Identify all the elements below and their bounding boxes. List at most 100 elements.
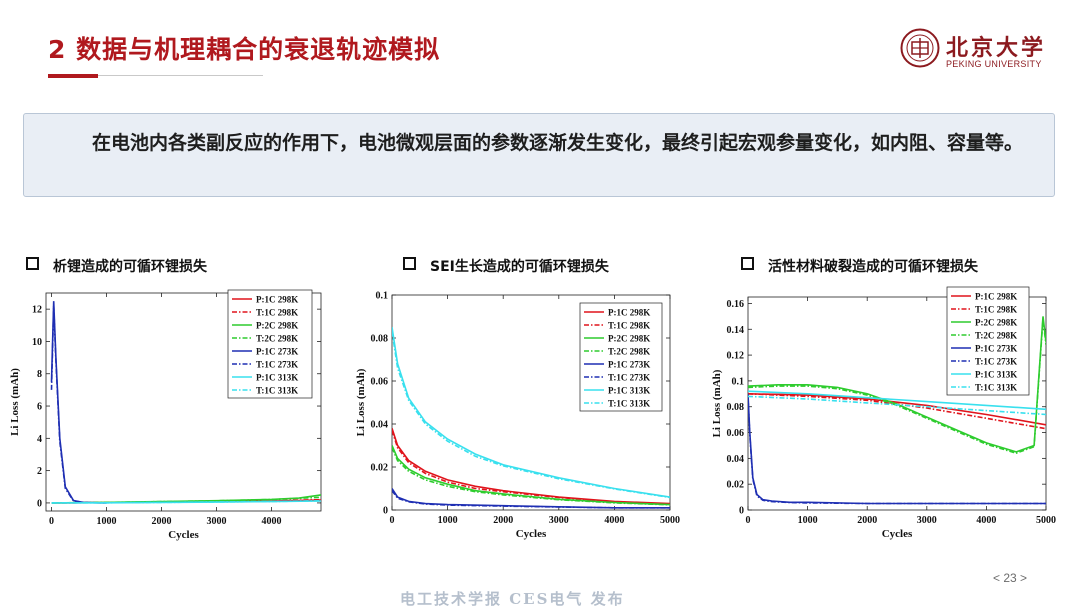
x-tick-label: 1000 [798,515,818,526]
legend-label: T:2C 298K [975,331,1017,341]
legend-label: T:1C 273K [256,360,298,370]
y-tick-label: 12 [32,305,42,316]
legend-box [579,302,663,412]
legend-label: P:1C 313K [256,373,298,383]
series-line-t-1c-313k [51,500,321,504]
series-line-t-1c-313k [392,331,670,499]
subheading-3-text: 活性材料破裂造成的可循环锂损失 [768,259,978,275]
y-tick-label: 0.06 [727,428,745,439]
subheading-2-text: SEI生长造成的可循环锂损失 [430,259,609,275]
chart-sei-growth: 0 0.02 0.04 0.06 0.08 0.1 0 1000 2000 3000 4000 500… [355,291,680,541]
legend-label: P:1C 273K [608,360,650,370]
x-tick-label: 3000 [917,515,937,526]
legend-label: P:1C 313K [608,386,650,396]
y-tick-label: 0 [739,506,744,517]
subheading-1-text: 析锂造成的可循环锂损失 [53,259,207,275]
x-axis-label: Cycles [168,529,199,541]
watermark: 电工技术学报 CES电气 发布 [400,590,625,608]
legend-label: T:1C 273K [975,357,1017,367]
y-tick-label: 0.02 [727,480,745,491]
y-axis-label: Li Loss (mAh) [711,369,723,437]
legend-label: T:1C 298K [975,305,1017,315]
y-tick-label: 0.06 [371,377,389,388]
x-tick-label: 5000 [660,515,680,526]
title-underline-accent [48,74,98,78]
x-tick-label: 3000 [549,515,569,526]
y-tick-label: 8 [37,369,42,380]
x-tick-label: 3000 [207,516,227,527]
subheading-2: SEI生长造成的可循环锂损失 [403,256,609,276]
x-tick-label: 0 [390,515,395,526]
series-line-t-2c-298k [392,447,670,506]
legend-label: P:1C 313K [975,370,1017,380]
checkbox-square-icon [403,257,416,270]
x-tick-label: 4000 [604,515,624,526]
y-tick-label: 0.12 [727,351,745,362]
y-tick-label: 0.08 [727,402,745,413]
series-line-p-1c-313k [748,390,1046,411]
x-axis-label: Cycles [516,528,547,540]
university-name-en: PEKING UNIVERSITY [946,59,1042,69]
x-tick-label: 4000 [262,516,282,527]
chart-li-plating: 0 2 4 6 8 10 12 0 1000 2000 3000 4000 Cycles Li Loss … [9,289,322,541]
legend-label: P:1C 273K [975,344,1017,354]
y-axis-label: Li Loss (mAh) [9,368,21,436]
series-line-t-1c-273k [748,396,1046,505]
y-tick-label: 4 [37,434,42,445]
y-tick-label: 0.14 [727,325,745,336]
legend-label: T:1C 313K [975,383,1017,393]
x-tick-label: 1000 [97,516,117,527]
series-line-p-1c-298k [748,393,1046,426]
legend-label: P:1C 273K [256,347,298,357]
y-tick-label: 0.1 [732,376,745,387]
checkbox-square-icon [741,257,754,270]
legend-label: P:2C 298K [256,321,298,331]
x-tick-label: 0 [49,516,54,527]
checkbox-square-icon [26,257,39,270]
legend-label: P:1C 298K [608,308,650,318]
y-tick-label: 0.04 [371,420,389,431]
legend-box [227,289,313,399]
x-tick-label: 5000 [1036,515,1056,526]
x-axis-label: Cycles [882,528,913,540]
y-tick-label: 0.04 [727,454,745,465]
slide-title: 2 数据与机理耦合的衰退轨迹模拟 [48,35,441,64]
university-seal-icon [900,28,940,68]
y-tick-label: 0 [37,498,42,509]
y-tick-label: 6 [37,402,42,413]
legend-label: T:1C 273K [608,373,650,383]
legend-label: T:1C 298K [608,321,650,331]
y-axis-label: Li Loss (mAh) [355,368,367,436]
y-tick-label: 0 [383,506,388,517]
series-line-p-2c-298k [748,316,1046,453]
legend-label: P:1C 298K [256,295,298,305]
subheading-3: 活性材料破裂造成的可循环锂损失 [741,256,978,276]
x-tick-label: 0 [746,515,751,526]
y-tick-label: 2 [37,466,42,477]
legend-label: T:1C 313K [608,399,650,409]
legend-label: T:1C 298K [256,308,298,318]
y-tick-label: 0.02 [371,463,389,474]
series-line-t-1c-313k [748,395,1046,416]
x-tick-label: 2000 [152,516,172,527]
y-tick-label: 0.16 [727,299,745,310]
series-line-t-1c-298k [392,430,670,505]
x-tick-label: 1000 [438,515,458,526]
legend-label: P:1C 298K [975,292,1017,302]
legend-label: T:1C 313K [256,386,298,396]
legend-label: T:2C 298K [256,334,298,344]
chart-particle-cracking: 0 0.02 0.04 0.06 0.08 0.1 0.12 0.14 0.16 0 1000 200… [711,286,1056,540]
page-number: < 23 > [993,571,1028,585]
university-name-cn: 北京大学 [946,35,1047,61]
legend-label: P:2C 298K [975,318,1017,328]
university-logo: 北京大学 PEKING UNIVERSITY [900,28,1050,74]
legend-box [946,286,1030,396]
title-underline [98,75,263,76]
series-line-t-1c-273k [392,490,670,509]
x-tick-label: 2000 [857,515,877,526]
subheading-1: 析锂造成的可循环锂损失 [26,256,207,276]
x-tick-label: 4000 [976,515,996,526]
summary-text: 在电池内各类副反应的作用下，电池微观层面的参数逐渐发生变化，最终引起宏观参量变化… [92,132,1024,154]
y-tick-label: 10 [32,337,42,348]
series-line-t-2c-298k [748,318,1046,455]
